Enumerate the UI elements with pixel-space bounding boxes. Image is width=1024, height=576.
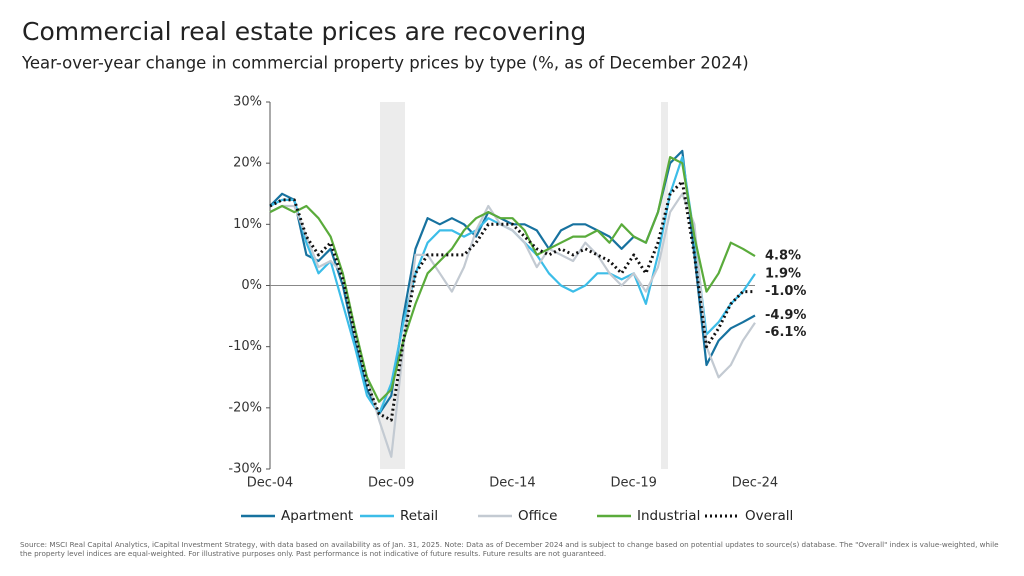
- x-tick-label: Dec-19: [611, 476, 657, 491]
- chart-subtitle: Year-over-year change in commercial prop…: [21, 54, 749, 73]
- legend-label: Industrial: [637, 508, 700, 524]
- end-label: -6.1%: [765, 325, 806, 340]
- y-tick-label: -20%: [228, 400, 262, 415]
- footnote-box: Source: MSCI Real Capital Analytics, iCa…: [20, 540, 999, 558]
- legend-label: Overall: [745, 508, 793, 524]
- legend-label: Office: [518, 508, 557, 524]
- y-tick-label: -30%: [228, 462, 262, 477]
- x-tick-label: Dec-14: [489, 476, 535, 491]
- end-label: -4.9%: [765, 308, 806, 323]
- y-tick-label: 20%: [233, 156, 262, 171]
- x-tick-label: Dec-24: [732, 476, 778, 491]
- series-line: [269, 180, 755, 422]
- legend-label: Apartment: [281, 508, 353, 524]
- footnote: Source: MSCI Real Capital Analytics, iCa…: [20, 540, 999, 558]
- end-label: 1.9%: [765, 266, 801, 281]
- y-tick-label: 30%: [233, 95, 262, 110]
- y-tick-label: -10%: [228, 339, 262, 354]
- series-line: [269, 192, 756, 458]
- y-tick-label: 0%: [241, 278, 262, 293]
- chart-title: Commercial real estate prices are recove…: [22, 17, 586, 46]
- x-tick-label: Dec-04: [247, 476, 293, 491]
- end-label: 4.8%: [765, 249, 801, 264]
- legend-label: Retail: [400, 508, 438, 524]
- series-line: [269, 156, 756, 403]
- y-tick-label: 10%: [233, 217, 262, 232]
- end-label: -1.0%: [765, 284, 806, 299]
- x-tick-label: Dec-09: [368, 476, 414, 491]
